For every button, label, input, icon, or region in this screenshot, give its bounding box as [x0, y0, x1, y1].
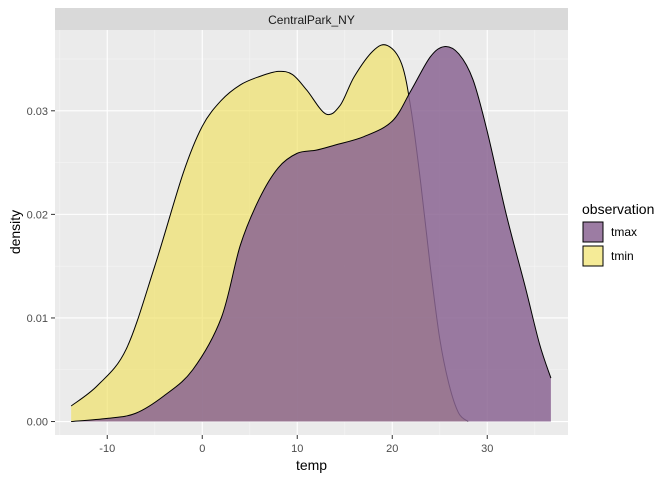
- x-axis-ticks: -10 0 10 20 30: [99, 435, 493, 455]
- density-area-tmax: [71, 46, 551, 422]
- x-tick-label: 10: [291, 443, 303, 455]
- legend-key-tmax: [582, 221, 604, 243]
- x-tick-label: 20: [386, 443, 398, 455]
- facet-strip: [55, 8, 568, 30]
- x-tick-label: -10: [99, 443, 115, 455]
- legend: observation tmax tmin: [582, 201, 654, 267]
- facet-label: CentralPark_NY: [268, 13, 355, 27]
- legend-key-tmin: [582, 245, 604, 267]
- density-outline-tmax: [71, 46, 552, 423]
- x-tick-label: 0: [199, 443, 205, 455]
- y-axis-title: density: [7, 210, 23, 254]
- x-tick-label: 30: [481, 443, 493, 455]
- density-areas: [70, 44, 552, 423]
- y-tick-label: 0.02: [27, 209, 48, 221]
- y-axis-ticks: 0.00 0.01 0.02 0.03: [27, 106, 55, 429]
- legend-label-tmax: tmax: [611, 225, 637, 239]
- y-tick-label: 0.03: [27, 106, 48, 118]
- y-tick-label: 0.01: [27, 313, 48, 325]
- legend-label-tmin: tmin: [611, 249, 634, 263]
- legend-title: observation: [582, 201, 654, 217]
- y-tick-label: 0.00: [27, 417, 48, 429]
- x-axis-title: temp: [296, 457, 327, 473]
